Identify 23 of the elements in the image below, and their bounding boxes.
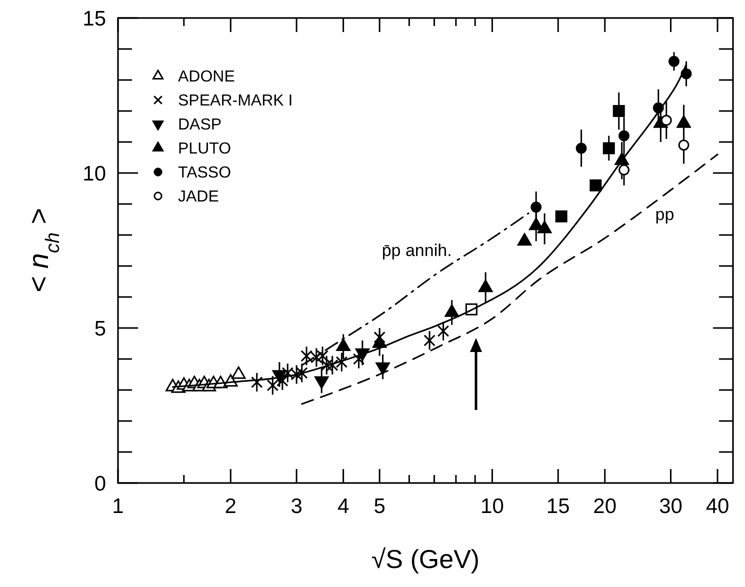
- x-tick-label: 15: [546, 495, 570, 518]
- legend-label: JADE: [178, 188, 219, 206]
- legend-label: DASP: [178, 116, 222, 134]
- x-tick-label: 30: [659, 495, 682, 518]
- legend-label: ADONE: [178, 68, 235, 86]
- legend-label: TASSO: [178, 164, 232, 182]
- y-tick-label: 0: [94, 472, 106, 496]
- legend-label: SPEAR-MARK I: [178, 92, 293, 110]
- series-label: pp: [655, 205, 674, 224]
- x-tick-label: 20: [593, 495, 617, 518]
- x-tick-label: 1: [112, 495, 124, 518]
- y-tick-label: 10: [82, 162, 106, 186]
- y-tick-label: 5: [94, 317, 106, 340]
- x-tick-label: 4: [337, 495, 350, 518]
- x-tick-label: 10: [480, 495, 504, 518]
- legend-label: PLUTO: [178, 140, 232, 158]
- x-tick-label: 2: [224, 495, 236, 518]
- y-tick-label: 15: [82, 7, 106, 30]
- x-tick-label: 40: [706, 495, 730, 518]
- x-tick-label: 3: [290, 495, 302, 518]
- series-label: p̄p annih.: [382, 241, 452, 260]
- x-axis-title: √S (GeV): [371, 544, 480, 574]
- x-tick-label: 5: [374, 495, 386, 518]
